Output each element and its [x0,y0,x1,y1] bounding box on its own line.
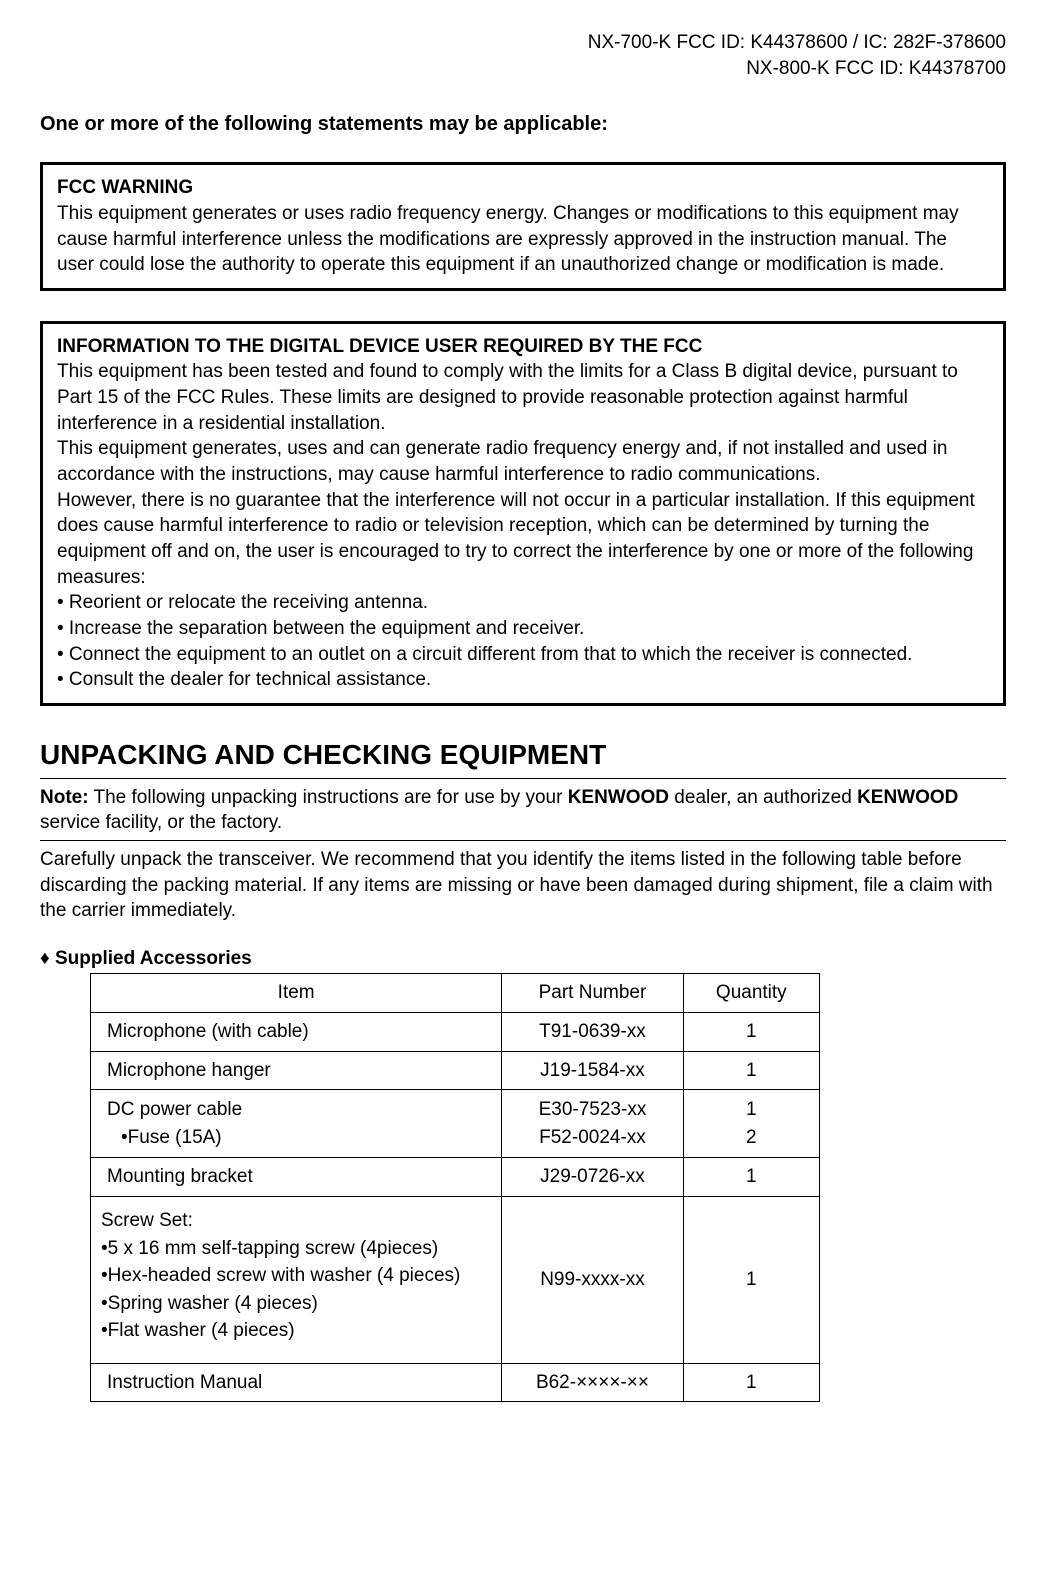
table-row: Screw Set: •5 x 16 mm self-tapping screw… [91,1197,820,1364]
cell-qty: 1 2 [683,1090,819,1158]
cell-item: Mounting bracket [91,1158,502,1197]
divider [40,840,1006,841]
cell-qty: 1 [683,1363,819,1402]
cell-pn-line1: E30-7523-xx [539,1099,647,1120]
cell-qty: 1 [683,1158,819,1197]
fcc-info-bullet-2: • Increase the separation between the eq… [57,618,584,639]
fcc-info-bullet-1: • Reorient or relocate the receiving ant… [57,592,428,613]
screw-set-l4: •Spring washer (4 pieces) [101,1293,318,1314]
header-line-1: NX-700-K FCC ID: K44378600 / IC: 282F-37… [40,30,1006,56]
cell-pn: T91-0639-xx [502,1013,683,1052]
fcc-warning-title: FCC WARNING [57,177,193,198]
note-text-a: The following unpacking instructions are… [89,787,568,808]
cell-pn: J19-1584-xx [502,1051,683,1090]
screw-set-l2: •5 x 16 mm self-tapping screw (4pieces) [101,1238,438,1259]
table-row: Microphone (with cable) T91-0639-xx 1 [91,1013,820,1052]
fcc-info-box: INFORMATION TO THE DIGITAL DEVICE USER R… [40,321,1006,706]
cell-item: Instruction Manual [91,1363,502,1402]
col-part-number: Part Number [502,974,683,1013]
cell-item: Microphone hanger [91,1051,502,1090]
table-header-row: Item Part Number Quantity [91,974,820,1013]
cell-qty-line2: 2 [746,1127,757,1148]
divider [40,778,1006,779]
header-ids: NX-700-K FCC ID: K44378600 / IC: 282F-37… [40,30,1006,81]
screw-set-l5: •Flat washer (4 pieces) [101,1320,295,1341]
cell-item: DC power cable •Fuse (15A) [91,1090,502,1158]
unpacking-paragraph: Carefully unpack the transceiver. We rec… [40,847,1006,924]
note-text-b: dealer, an authorized [669,787,857,808]
screw-set-l1: Screw Set: [101,1210,193,1231]
cell-pn: E30-7523-xx F52-0024-xx [502,1090,683,1158]
fcc-info-title: INFORMATION TO THE DIGITAL DEVICE USER R… [57,336,702,357]
note-label: Note: [40,787,89,808]
fcc-info-p3: However, there is no guarantee that the … [57,490,975,588]
fcc-warning-box: FCC WARNING This equipment generates or … [40,162,1006,291]
unpacking-note: Note: The following unpacking instructio… [40,785,1006,836]
cell-pn: J29-0726-xx [502,1158,683,1197]
unpacking-heading: UNPACKING AND CHECKING EQUIPMENT [40,736,1006,774]
fcc-info-bullet-3: • Connect the equipment to an outlet on … [57,644,912,665]
accessories-table: Item Part Number Quantity Microphone (wi… [90,973,820,1402]
cell-qty-line1: 1 [746,1099,757,1120]
cell-qty: 1 [683,1051,819,1090]
header-line-2: NX-800-K FCC ID: K44378700 [40,56,1006,82]
cell-pn-line2: F52-0024-xx [539,1127,646,1148]
cell-item-line1: DC power cable [107,1099,242,1120]
table-row: Mounting bracket J29-0726-xx 1 [91,1158,820,1197]
cell-item: Microphone (with cable) [91,1013,502,1052]
cell-pn: N99-xxxx-xx [502,1197,683,1364]
accessories-heading: ♦ Supplied Accessories [40,946,1006,972]
fcc-info-p1: This equipment has been tested and found… [57,361,958,433]
col-item: Item [91,974,502,1013]
fcc-warning-body: This equipment generates or uses radio f… [57,203,959,275]
brand-2: KENWOOD [857,787,958,808]
note-text-c: service facility, or the factory. [40,812,282,833]
screw-set-l3: •Hex-headed screw with washer (4 pieces) [101,1265,460,1286]
cell-item-line2: •Fuse (15A) [107,1124,491,1152]
table-row: Microphone hanger J19-1584-xx 1 [91,1051,820,1090]
brand-1: KENWOOD [568,787,669,808]
col-quantity: Quantity [683,974,819,1013]
cell-item: Screw Set: •5 x 16 mm self-tapping screw… [91,1197,502,1364]
fcc-info-p2: This equipment generates, uses and can g… [57,438,947,485]
fcc-info-bullet-4: • Consult the dealer for technical assis… [57,669,431,690]
cell-pn: B62-××××-×× [502,1363,683,1402]
cell-qty: 1 [683,1013,819,1052]
intro-statement: One or more of the following statements … [40,111,1006,138]
table-row: Instruction Manual B62-××××-×× 1 [91,1363,820,1402]
table-row: DC power cable •Fuse (15A) E30-7523-xx F… [91,1090,820,1158]
cell-qty: 1 [683,1197,819,1364]
